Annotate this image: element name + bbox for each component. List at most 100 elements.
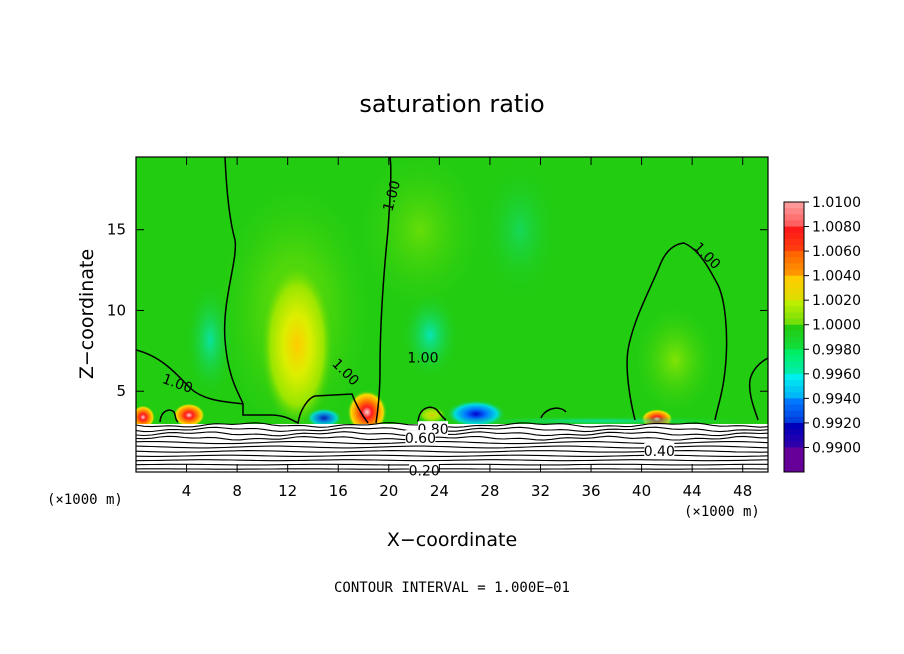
x-tick-label: 48 [733,482,752,500]
colorbar-swatch [784,306,804,313]
y-tick-label: 15 [107,221,126,239]
colorbar-swatch [784,318,804,326]
x-tick-label: 12 [278,482,297,500]
colorbar-swatch [784,435,804,442]
x-axis-label: X−coordinate [387,529,517,551]
colorbar-swatch [784,379,804,387]
colorbar-label: 1.0080 [812,220,861,236]
x-tick-label: 44 [683,482,702,500]
plot-frame [135,156,769,473]
lower-contour-line [136,431,768,437]
colorbar-swatch [784,392,804,399]
colorbar-swatch [784,202,804,209]
contour-1.00-left [136,349,369,425]
contour-interval-note: CONTOUR INTERVAL = 1.000E−01 [334,580,570,596]
colorbar-swatch [784,294,804,301]
contour-label: 1.00 [381,179,405,213]
lower-contour-line [136,422,768,428]
colorbar-frame [783,201,805,473]
colorbar-swatch [784,361,804,369]
contour-label-text: 1.00 [407,350,438,366]
lower-contour-line [136,459,768,462]
y-axis-label: Z−coordinate [76,249,98,379]
lower-contour-line [136,435,768,441]
contour-labels: 1.001.001.001.001.000.800.600.400.20 [160,179,723,479]
colorbar-swatch [784,281,804,289]
field-cool-mid [400,290,460,380]
lower-contour-line [136,463,768,466]
colorbar-label: 0.9900 [812,440,861,456]
colorbar-swatch [784,220,804,228]
x-tick-label: 40 [632,482,651,500]
colorbar-swatch [784,275,804,283]
field-soft-far-right [630,300,720,420]
colorbar: 1.0100 1.0080 1.0060 1.0040 1.0020 1.0000 0.99… [783,195,861,473]
contour-1.00-small3 [540,407,567,419]
field-warm-24 [418,407,446,423]
contour-lines [136,157,768,425]
colorbar-label: 1.0020 [812,293,861,309]
contour-label-text: 0.40 [644,444,675,460]
contour-1.00-col2 [375,157,392,424]
contour-label: 0.40 [644,443,675,460]
colorbar-swatch [784,324,804,332]
colorbar-swatch [784,226,804,234]
contour-label-bg [644,443,675,457]
colorbar-swatch [784,465,804,473]
colorbar-swatch [784,453,804,461]
colorbar-swatch [784,343,804,350]
field-blue-14 [306,408,342,428]
colorbar-label: 0.9940 [812,391,861,407]
colorbar-swatch [784,214,804,221]
x-tick-label: 16 [329,482,348,500]
contour-1.00-small2 [417,406,447,423]
colorbar-swatch [784,330,804,338]
colorbar-swatch [784,251,804,258]
y-axis: 5 10 15 [107,221,768,400]
contour-1.00-edge [748,357,768,421]
field-warm-center [259,260,335,430]
colorbar-label: 1.0100 [812,195,861,211]
colorbar-swatch [784,232,804,240]
colorbar-swatch [784,410,804,418]
x-tick-label: 20 [379,482,398,500]
colorbar-label: 1.0000 [812,318,861,334]
colorbar-label: 0.9920 [812,416,861,432]
x-tick-label: 28 [480,482,499,500]
colorbar-swatch [784,244,804,252]
saturation-field [136,157,768,472]
field-hot-4 [173,402,205,426]
colorbar-swatch [784,447,804,455]
x-unit-right: (×1000 m) [684,504,760,520]
y-tick-label: 5 [116,382,126,400]
colorbar-label: 1.0060 [812,244,861,260]
x-axis: 4 8 12 16 20 24 28 32 36 40 44 48 [182,157,752,500]
contour-label-bg [405,430,436,445]
contour-label-text: 1.00 [381,179,405,213]
x-unit-left: (×1000 m) [47,492,123,508]
contour-label: 1.00 [407,350,438,366]
field-hot-0 [136,404,155,428]
colorbar-swatch [784,349,804,356]
colorbar-swatch [784,337,804,344]
colorbar-swatch [784,373,804,381]
colorbar-swatch [784,238,804,246]
colorbar-swatch [784,404,804,412]
x-tick-label: 4 [182,482,192,500]
colorbar-swatch [784,367,804,375]
colorbar-swatch [784,422,804,430]
field-cool-right [480,160,560,300]
contour-label: 0.20 [409,462,440,479]
colorbar-swatch [784,208,804,215]
x-tick-label: 32 [531,482,550,500]
colorbar-label: 0.9960 [812,367,861,383]
colorbar-swatch [784,312,804,320]
x-tick-label: 36 [581,482,600,500]
colorbar-swatch [784,263,804,270]
colorbar-swatch [784,386,804,393]
colorbar-label: 1.0040 [812,269,861,285]
contour-label-text: 0.20 [409,463,440,479]
colorbar-swatch [784,416,804,424]
contour-1.00-small1 [159,409,179,423]
